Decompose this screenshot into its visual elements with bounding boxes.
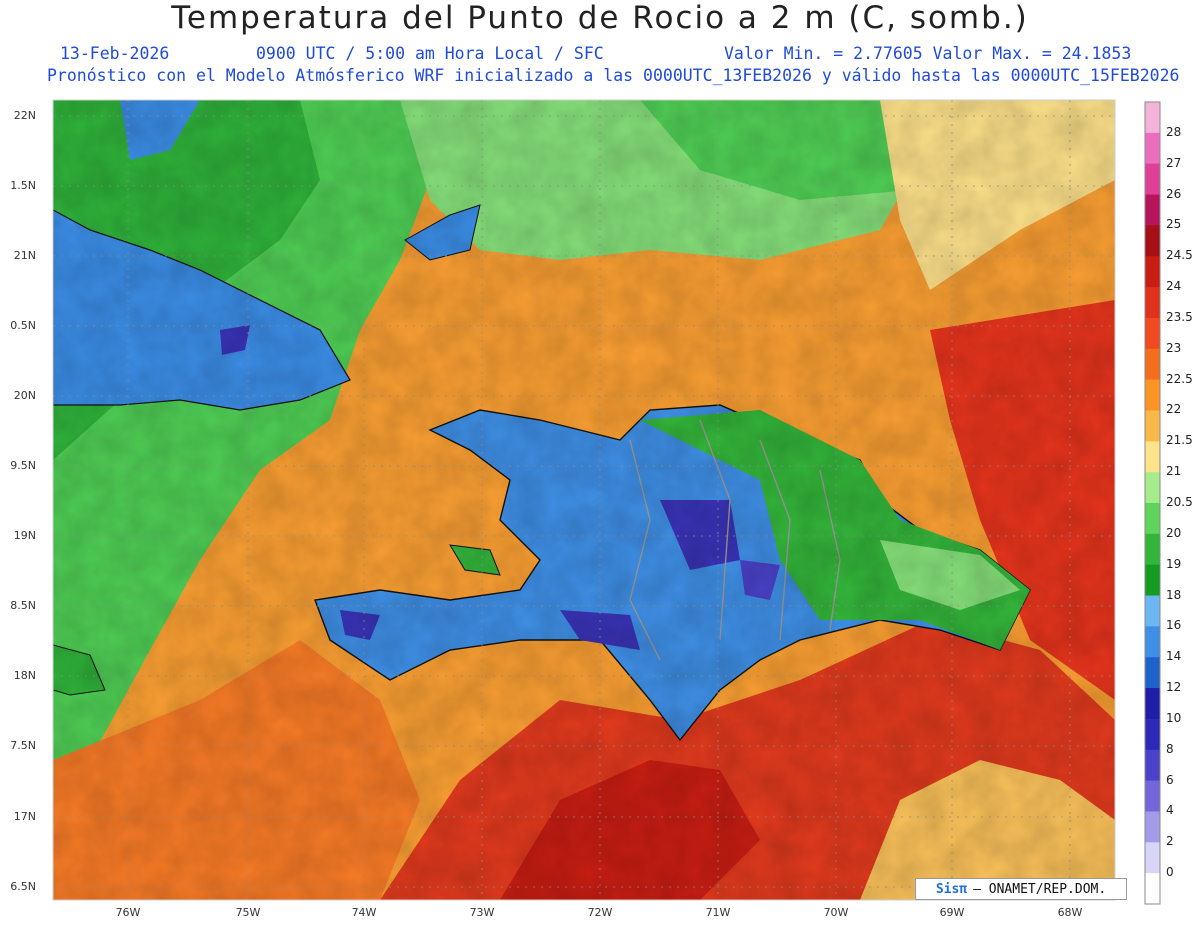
lat-label: 20N [13, 389, 36, 402]
colorbar-swatch [1145, 287, 1160, 319]
colorbar-swatch [1145, 503, 1160, 535]
colorbar-label: 24.5 [1166, 248, 1193, 263]
lon-label: 75W [235, 906, 261, 919]
colorbar-swatch [1145, 564, 1160, 597]
lon-label: 71W [705, 906, 731, 919]
colorbar-label: 23.5 [1166, 309, 1193, 324]
model-info: Pronóstico con el Modelo Atmósferico WRF… [47, 66, 1180, 85]
colorbar-swatch [1145, 348, 1160, 381]
colorbar-swatch [1145, 441, 1160, 473]
lat-label: 1.5N [10, 179, 36, 192]
lon-label: 70W [823, 906, 849, 919]
lat-label: 22N [13, 109, 36, 122]
valid-date: 13-Feb-2026 [60, 44, 170, 63]
colorbar-swatch [1145, 780, 1160, 812]
map-title: Temperatura del Punto de Rocio a 2 m (C,… [171, 0, 1029, 36]
credit-box: Sisπ – ONAMET/REP.DOM. [915, 878, 1127, 900]
lon-label: 76W [115, 906, 141, 919]
colorbar-label: 20.5 [1166, 495, 1193, 509]
lat-label: 9.5N [10, 459, 36, 472]
lat-label: 19N [13, 529, 36, 542]
colorbar-swatch [1145, 533, 1160, 566]
lon-label: 69W [939, 906, 965, 919]
colorbar-swatch [1145, 163, 1160, 196]
colorbar-label: 26 [1166, 186, 1182, 201]
lat-label: 7.5N [10, 739, 36, 752]
min-max-values: Valor Min. = 2.77605 Valor Max. = 24.185… [724, 44, 1132, 63]
colorbar-swatch [1145, 749, 1160, 782]
colorbar-label: 6 [1166, 772, 1174, 787]
valid-time: 0900 UTC / 5:00 am Hora Local / SFC [256, 44, 604, 63]
colorbar-swatch [1145, 688, 1160, 720]
colorbar-label: 27 [1166, 155, 1182, 170]
colorbar-label: 19 [1166, 556, 1182, 571]
lat-label: 17N [13, 810, 36, 823]
colorbar-label: 4 [1166, 803, 1174, 818]
colorbar-swatch [1145, 102, 1160, 134]
colorbar-swatch [1145, 379, 1160, 411]
colorbar-label: 10 [1166, 710, 1182, 725]
colorbar-swatch [1145, 626, 1160, 658]
lon-label: 73W [469, 906, 495, 919]
colorbar-swatch [1145, 132, 1160, 165]
colorbar-label: 21.5 [1166, 433, 1193, 448]
colorbar-label: 12 [1166, 680, 1182, 695]
colorbar [1144, 101, 1161, 905]
lat-label: 0.5N [10, 319, 36, 332]
colorbar-label: 16 [1166, 618, 1182, 633]
colorbar-swatch [1145, 194, 1160, 226]
colorbar-label: 22 [1166, 402, 1182, 417]
colorbar-label: 20 [1166, 525, 1182, 540]
colorbar-label: 28 [1166, 124, 1182, 139]
colorbar-label: 22.5 [1166, 371, 1193, 386]
lon-label: 74W [351, 906, 377, 919]
colorbar-swatch [1145, 811, 1160, 843]
colorbar-label: 2 [1166, 834, 1174, 849]
colorbar-label: 24 [1166, 279, 1182, 294]
lat-label: 8.5N [10, 599, 36, 612]
colorbar-swatch [1145, 718, 1160, 751]
colorbar-swatch [1145, 595, 1160, 627]
lat-label: 21N [13, 249, 36, 262]
lon-label: 68W [1057, 906, 1083, 919]
lat-label: 6.5N [10, 880, 36, 893]
colorbar-label: 8 [1166, 741, 1174, 756]
colorbar-swatch [1145, 256, 1160, 288]
colorbar-swatch [1145, 657, 1160, 689]
lon-label: 72W [587, 906, 613, 919]
colorbar-label: 14 [1166, 649, 1182, 664]
colorbar-swatch [1145, 410, 1160, 442]
lat-label: 18N [13, 669, 36, 682]
credit-brand: Sisπ [935, 881, 968, 897]
colorbar-swatch [1145, 225, 1160, 257]
colorbar-swatch [1145, 842, 1160, 874]
colorbar-label: 18 [1166, 587, 1182, 602]
credit-text: – ONAMET/REP.DOM. [973, 881, 1107, 897]
colorbar-label: 25 [1166, 217, 1182, 232]
colorbar-swatch [1145, 873, 1160, 905]
colorbar-label: 23 [1166, 340, 1182, 355]
colorbar-swatch [1145, 317, 1160, 350]
colorbar-swatch [1145, 472, 1160, 504]
colorbar-label: 0 [1166, 865, 1174, 880]
colorbar-label: 21 [1166, 464, 1182, 479]
